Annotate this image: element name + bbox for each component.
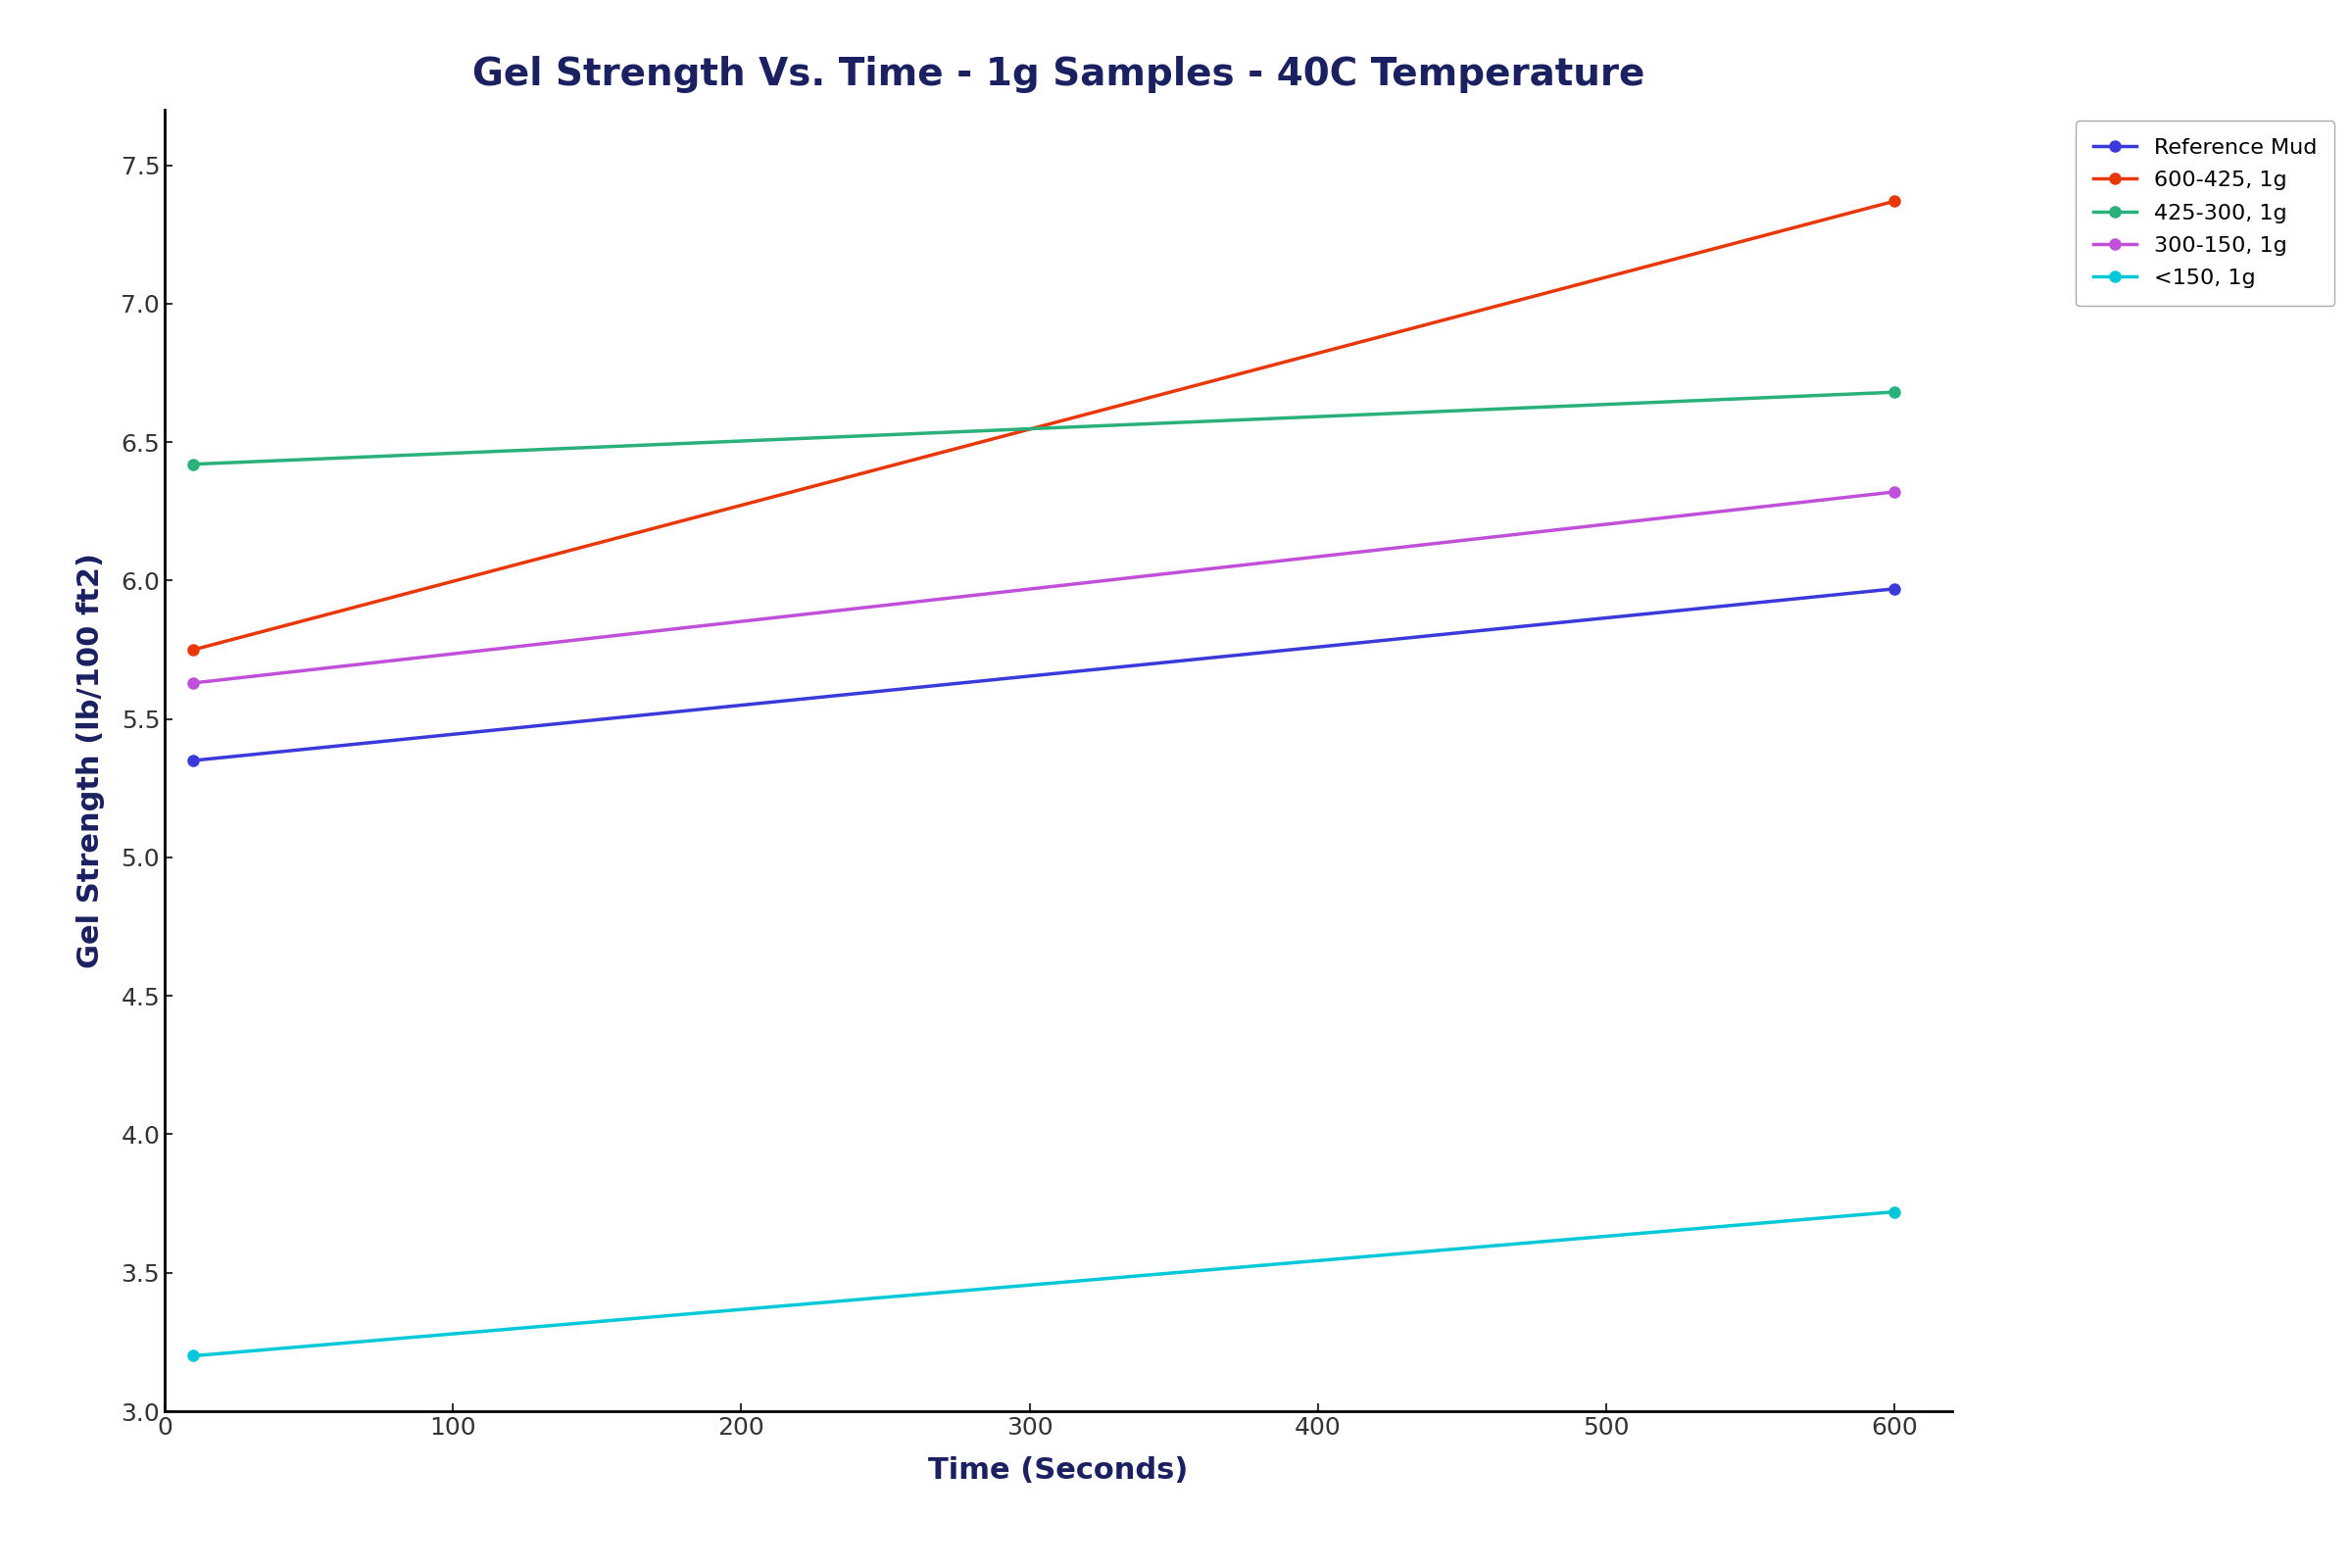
- Legend: Reference Mud, 600-425, 1g, 425-300, 1g, 300-150, 1g, <150, 1g: Reference Mud, 600-425, 1g, 425-300, 1g,…: [2077, 121, 2336, 306]
- X-axis label: Time (Seconds): Time (Seconds): [929, 1455, 1188, 1485]
- Y-axis label: Gel Strength (lb/100 ft2): Gel Strength (lb/100 ft2): [75, 554, 103, 967]
- Title: Gel Strength Vs. Time - 1g Samples - 40C Temperature: Gel Strength Vs. Time - 1g Samples - 40C…: [473, 56, 1644, 93]
